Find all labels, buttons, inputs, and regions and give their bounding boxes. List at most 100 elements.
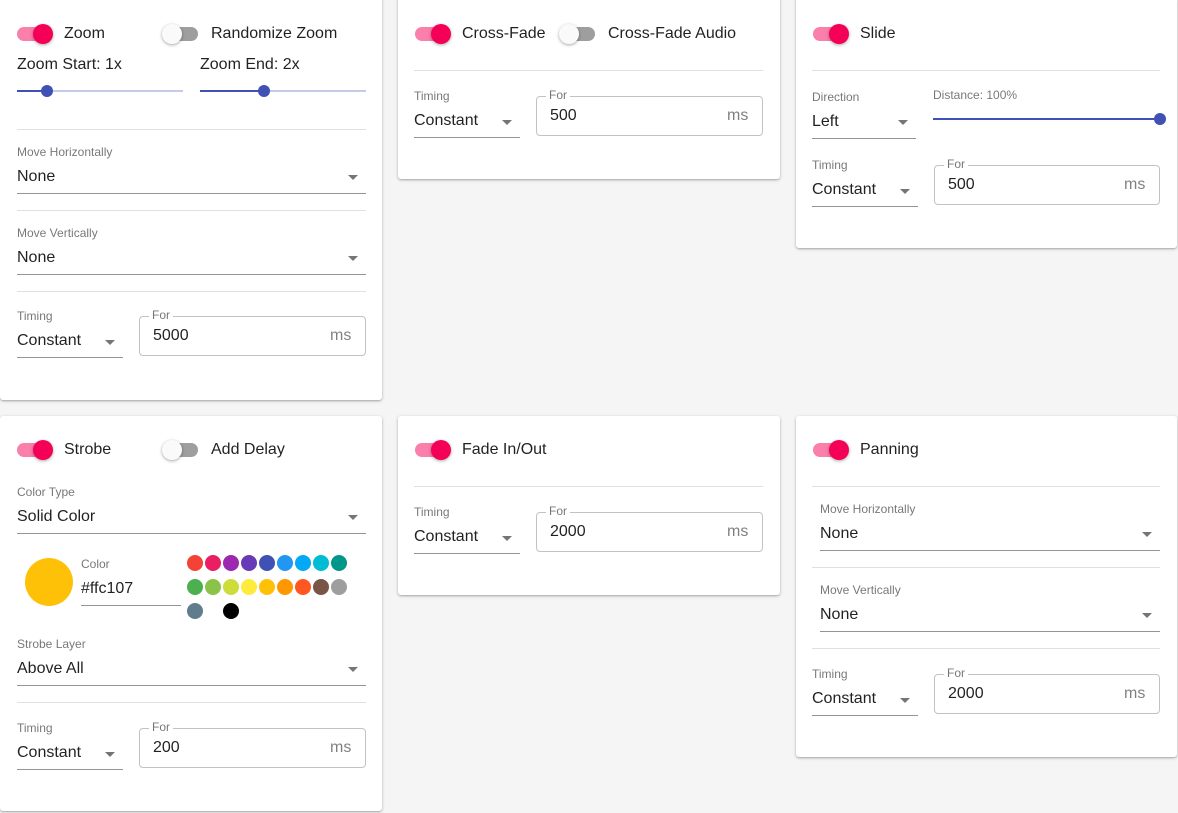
timing-value: Constant <box>17 332 82 349</box>
slider-label: Zoom Start: 1x <box>17 56 122 73</box>
timing-underline <box>17 769 123 770</box>
duration-field[interactable] <box>139 728 366 768</box>
toggle[interactable] <box>17 22 57 46</box>
color-swatch[interactable] <box>205 603 221 619</box>
timing-label: Timing <box>17 721 53 735</box>
timing-value: Constant <box>414 528 479 545</box>
duration-field[interactable] <box>934 165 1160 205</box>
slider-thumb[interactable] <box>258 85 270 97</box>
toggle[interactable] <box>162 22 204 46</box>
toggle[interactable] <box>813 22 853 46</box>
color-swatch[interactable] <box>313 579 329 595</box>
dropdown-arrow[interactable] <box>105 752 115 757</box>
color-swatch[interactable] <box>241 579 257 595</box>
timing-value: Constant <box>414 112 479 129</box>
toggle-knob <box>431 440 451 460</box>
color-swatch[interactable] <box>187 555 203 571</box>
dropdown-arrow[interactable] <box>900 189 910 194</box>
toggle-label: Zoom <box>64 25 105 42</box>
color-label: Color <box>81 557 110 571</box>
dropdown-arrow[interactable] <box>348 256 358 261</box>
slider-thumb[interactable] <box>1154 113 1166 125</box>
divider <box>17 210 366 211</box>
duration-field[interactable] <box>536 96 763 136</box>
select-value: Solid Color <box>17 508 96 525</box>
dropdown-arrow[interactable] <box>348 175 358 180</box>
select-label: Move Vertically <box>17 226 98 240</box>
color-swatch[interactable] <box>259 579 275 595</box>
duration-field[interactable] <box>536 512 763 552</box>
toggle[interactable] <box>559 22 601 46</box>
toggle-knob <box>162 440 182 460</box>
dropdown-arrow[interactable] <box>502 120 512 125</box>
dropdown-arrow[interactable] <box>348 667 358 672</box>
color-swatch[interactable] <box>205 579 221 595</box>
duration-field[interactable] <box>139 316 366 356</box>
slider-label: Zoom End: 2x <box>200 56 300 73</box>
field-legend: For <box>944 154 968 174</box>
duration-unit: ms <box>330 327 352 344</box>
duration-unit: ms <box>1124 176 1146 193</box>
dropdown-arrow[interactable] <box>898 120 908 125</box>
dropdown-arrow[interactable] <box>900 698 910 703</box>
toggle-knob <box>162 24 182 44</box>
color-preview[interactable] <box>25 558 73 606</box>
divider <box>414 70 763 71</box>
slider-fill <box>933 118 1160 120</box>
toggle-knob <box>829 440 849 460</box>
toggle-knob <box>829 24 849 44</box>
color-swatch[interactable] <box>205 555 221 571</box>
color-swatch[interactable] <box>331 555 347 571</box>
toggle[interactable] <box>17 438 57 462</box>
timing-label: Timing <box>17 309 53 323</box>
toggle[interactable] <box>415 438 455 462</box>
color-swatch[interactable] <box>187 603 203 619</box>
field-legend: For <box>546 501 570 521</box>
timing-label: Timing <box>812 158 848 172</box>
toggle[interactable] <box>162 438 204 462</box>
select-value: None <box>820 525 859 542</box>
color-swatch[interactable] <box>331 579 347 595</box>
color-swatch[interactable] <box>223 555 239 571</box>
select-label: Direction <box>812 90 860 104</box>
timing-underline <box>414 137 520 138</box>
color-swatch[interactable] <box>241 555 257 571</box>
dropdown-arrow[interactable] <box>1142 613 1152 618</box>
dropdown-arrow[interactable] <box>348 515 358 520</box>
color-swatch[interactable] <box>313 555 329 571</box>
card <box>796 416 1177 757</box>
duration-field[interactable] <box>934 674 1160 714</box>
color-swatch[interactable] <box>295 579 311 595</box>
duration-value: 500 <box>948 176 975 193</box>
duration-unit: ms <box>1124 685 1146 702</box>
color-swatch[interactable] <box>187 579 203 595</box>
color-swatch[interactable] <box>259 555 275 571</box>
dropdown-arrow[interactable] <box>105 340 115 345</box>
color-swatch[interactable] <box>295 555 311 571</box>
toggle-label: Strobe <box>64 441 112 458</box>
color-swatch[interactable] <box>277 555 293 571</box>
color-swatch[interactable] <box>223 603 239 619</box>
timing-underline <box>812 715 918 716</box>
duration-value: 2000 <box>948 685 984 702</box>
card <box>398 416 780 595</box>
slider-thumb[interactable] <box>41 85 53 97</box>
field-legend: For <box>944 663 968 683</box>
timing-value: Constant <box>17 744 82 761</box>
color-swatch[interactable] <box>277 579 293 595</box>
toggle[interactable] <box>415 22 455 46</box>
divider <box>17 129 366 130</box>
duration-value: 200 <box>153 739 180 756</box>
duration-unit: ms <box>727 523 749 540</box>
dropdown-arrow[interactable] <box>502 536 512 541</box>
select-underline <box>17 193 366 194</box>
select-underline <box>17 533 366 534</box>
divider <box>414 486 763 487</box>
select-underline <box>17 685 366 686</box>
color-swatch[interactable] <box>223 579 239 595</box>
select-value: Above All <box>17 660 84 677</box>
toggle[interactable] <box>813 438 853 462</box>
field-legend: For <box>149 305 173 325</box>
select-underline <box>17 274 366 275</box>
dropdown-arrow[interactable] <box>1142 532 1152 537</box>
